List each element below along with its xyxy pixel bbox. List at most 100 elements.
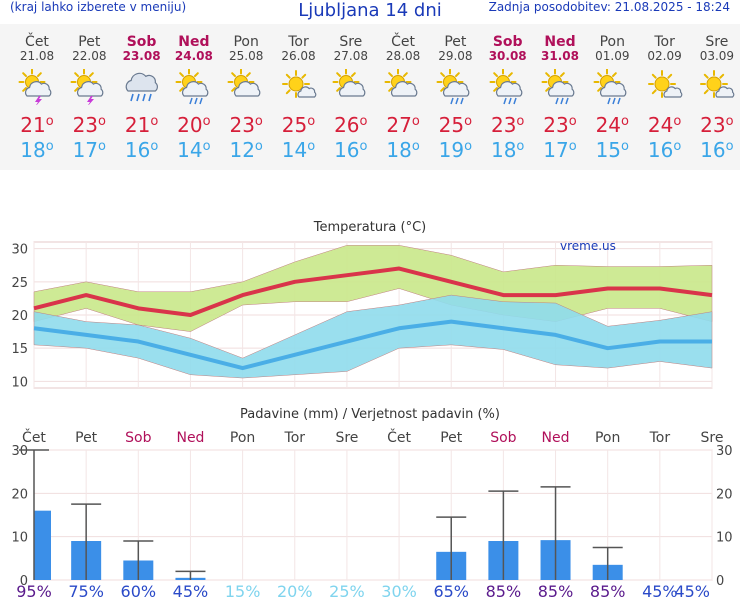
temperature-chart-title: Temperatura (°C)	[313, 220, 427, 235]
min-temperature-line	[33, 319, 712, 371]
day-name: Pet	[78, 34, 101, 50]
day-date: 27.08	[333, 49, 368, 63]
day-label: Sob	[125, 430, 151, 446]
precipitation-probability: 85%	[590, 582, 626, 600]
max-temperature: 25o	[281, 113, 316, 137]
max-temperature: 21o	[124, 113, 159, 137]
day-date: 25.08	[229, 49, 264, 63]
day-column: Tor 02.09 24o 16o	[639, 24, 691, 163]
day-name: Sre	[705, 34, 729, 50]
min-temperature: 15o	[595, 138, 629, 162]
min-temperature: 16o	[124, 138, 159, 162]
day-date: 22.08	[72, 49, 107, 63]
y-tick-label-left: 20	[11, 487, 28, 502]
y-tick-label-right: 30	[716, 444, 733, 459]
day-column: Ned 31.08 23o 17o	[534, 24, 586, 163]
precipitation-probability: 65%	[433, 582, 469, 600]
min-temperature: 16o	[647, 138, 682, 162]
min-temperature: 18o	[20, 138, 54, 162]
sun-small-cloud-icon	[691, 67, 740, 107]
day-name: Tor	[288, 34, 309, 50]
max-temperature: 24o	[647, 113, 682, 137]
y-tick-label-right: 20	[716, 487, 733, 502]
y-tick-label-left: 10	[11, 531, 28, 546]
min-temperature: 14o	[281, 138, 316, 162]
precipitation-probability: 85%	[538, 582, 574, 600]
day-column: Pon 25.08 23o 12o	[220, 24, 272, 163]
day-name: Čet	[391, 34, 416, 50]
page-title: Ljubljana 14 dni	[298, 0, 442, 21]
day-column: Sob 30.08 23o 18o	[482, 24, 534, 163]
day-label: Sre	[335, 430, 358, 446]
max-temperature: 23o	[72, 113, 106, 137]
min-temperature: 19o	[438, 138, 473, 162]
day-label: Pon	[230, 430, 255, 446]
max-temperature-line	[33, 266, 713, 317]
day-column: Sre 27.08 26o 16o	[325, 24, 377, 163]
day-label: Sre	[701, 430, 724, 446]
max-temperature: 20o	[177, 113, 211, 137]
sun-cloud-rain-icon	[534, 67, 586, 107]
day-date: 01.09	[595, 49, 630, 63]
day-column: Sre 03.09 23o 16o	[691, 24, 740, 163]
day-date: 21.08	[19, 49, 55, 63]
sun-cloud-icon	[220, 67, 272, 107]
day-name: Ned	[178, 34, 210, 50]
day-column: Čet 21.08 21o 18o	[11, 24, 63, 163]
sun-small-cloud-icon	[273, 67, 325, 107]
cloud-rain-icon	[116, 67, 168, 107]
day-column: Pet 29.08 25o 19o	[429, 24, 481, 163]
precipitation-probability: 95%	[16, 582, 52, 600]
day-name: Sob	[492, 34, 523, 50]
min-temperature: 18o	[386, 138, 420, 162]
y-tick-label: 15	[11, 342, 28, 357]
y-tick-label-right: 0	[716, 574, 724, 589]
day-column: Pon 01.09 24o 15o	[586, 24, 638, 163]
max-temperature: 21o	[20, 113, 54, 137]
location-hint: (kraj lahko izberete v meniju)	[10, 0, 187, 14]
day-date: 02.09	[647, 49, 682, 63]
day-name: Pon	[233, 34, 259, 50]
day-column: Pet 22.08 23o 17o	[63, 24, 115, 163]
day-date: 31.08	[541, 49, 579, 63]
day-label: Tor	[284, 430, 306, 446]
precipitation-chart: Čet Pet Sob Ned Pon Tor Sre Čet Pet Sob Ned Pon Tor S…	[11, 428, 733, 600]
day-date: 23.08	[122, 49, 161, 63]
min-temperature: 17o	[72, 138, 106, 162]
precipitation-bar	[34, 510, 51, 580]
day-label: Pon	[595, 430, 620, 446]
day-label: Čet	[387, 428, 411, 446]
day-label: Pet	[75, 430, 98, 446]
day-date: 29.08	[438, 49, 473, 63]
sun-cloud-rain-icon	[482, 67, 534, 107]
last-update: Zadnja posodobitev: 21.08.2025 - 18:24	[488, 0, 730, 14]
day-label: Pet	[440, 430, 463, 446]
min-temperature: 16o	[334, 138, 368, 162]
sun-cloud-rain-icon	[586, 67, 638, 107]
precipitation-probability: 45%	[173, 582, 209, 600]
precipitation-probability: 45%	[674, 582, 710, 600]
precipitation-probability: 75%	[68, 582, 104, 600]
y-tick-label: 10	[11, 375, 28, 390]
day-name: Pon	[599, 34, 625, 50]
day-date: 28.08	[385, 49, 421, 63]
day-name: Sob	[126, 34, 157, 50]
sun-cloud-rain-icon	[429, 67, 481, 107]
min-temperature: 17o	[543, 138, 577, 162]
precipitation-probability: 25%	[329, 582, 365, 600]
min-temperature: 16o	[700, 138, 734, 162]
watermark: vreme.us	[560, 239, 616, 253]
day-label: Sob	[490, 430, 516, 446]
min-temperature: 12o	[229, 138, 263, 162]
y-tick-label: 20	[11, 309, 28, 324]
max-temperature: 26o	[334, 113, 368, 137]
max-temperature: 25o	[438, 113, 473, 137]
day-label: Čet	[22, 428, 46, 446]
day-column: Čet 28.08 27o 18o	[377, 24, 429, 163]
sun-cloud-thunder-icon	[63, 67, 115, 107]
sun-cloud-rain-icon	[168, 67, 220, 107]
day-column: Sob 23.08 21o 16o	[116, 24, 168, 163]
max-temperature: 24o	[595, 113, 629, 137]
min-temperature: 18o	[490, 138, 525, 162]
day-name: Tor	[654, 34, 675, 50]
